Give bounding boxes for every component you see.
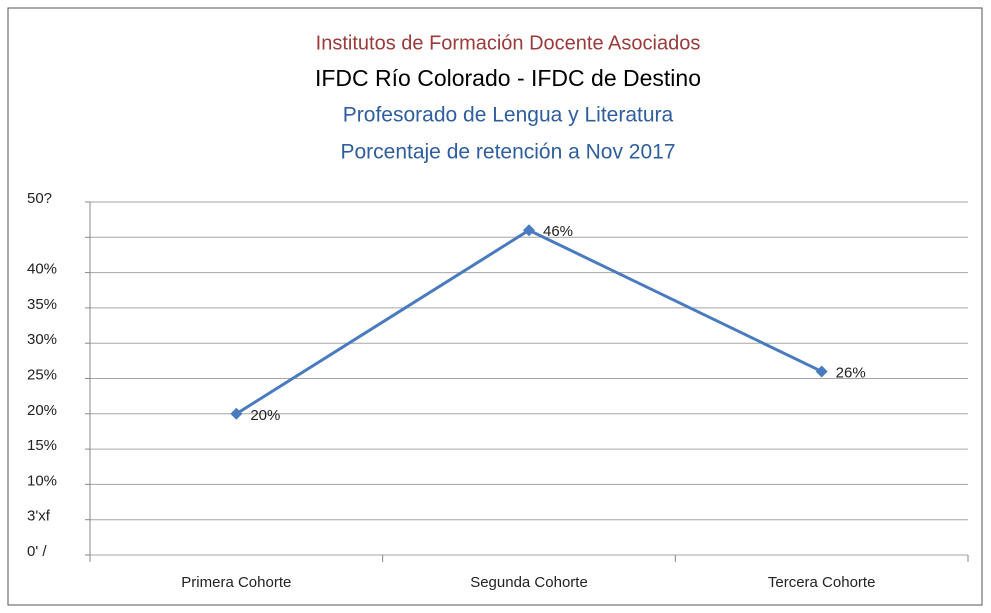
y-tick-label: 3'xf [27, 508, 51, 525]
y-tick-label: 50? [27, 190, 52, 207]
y-tick-label: 25% [27, 366, 57, 383]
data-label: 26% [836, 364, 866, 381]
y-tick-label: 35% [27, 296, 57, 313]
chart-subtitle: Porcentaje de retención a Nov 2017 [340, 141, 675, 164]
y-tick-label: 40% [27, 261, 57, 278]
data-point [815, 365, 828, 378]
chart-frame [7, 7, 983, 606]
y-tick-label: 0' / [27, 543, 47, 560]
chart-subtitle: Profesorado de Lengua y Literatura [343, 104, 674, 127]
x-tick-label: Tercera Cohorte [768, 574, 876, 591]
x-tick-label: Primera Cohorte [181, 574, 291, 591]
y-tick-label: 10% [27, 472, 57, 489]
data-point [523, 224, 535, 237]
chart-title: Institutos de Formación Docente Asociado… [316, 32, 701, 54]
y-tick-label: 15% [27, 437, 57, 454]
data-point [230, 407, 243, 420]
y-tick-label: 30% [27, 331, 57, 348]
y-tick-label: 20% [27, 402, 57, 419]
chart-subtitle: IFDC Río Colorado - IFDC de Destino [315, 65, 701, 91]
data-label: 20% [250, 407, 280, 424]
x-tick-label: Segunda Cohorte [470, 574, 588, 591]
data-label: 46% [543, 223, 573, 240]
